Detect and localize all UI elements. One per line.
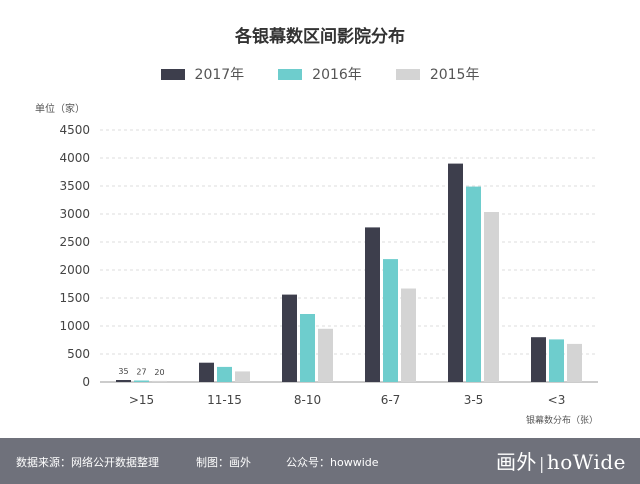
bar: [235, 371, 250, 382]
x-tick-label: 8-10: [294, 393, 321, 407]
bar: [199, 362, 214, 382]
bar: [466, 186, 481, 382]
y-axis-label: 单位（家）: [35, 102, 85, 115]
y-tick-label: 3500: [59, 179, 90, 193]
x-tick-label: 6-7: [381, 393, 401, 407]
footer-source: 数据来源：网络公开数据整理: [16, 456, 159, 469]
bar: [531, 337, 546, 382]
y-tick-label: 4000: [59, 151, 90, 165]
y-tick-label: 1000: [59, 319, 90, 333]
footer: 数据来源：网络公开数据整理 制图：画外 公众号：howwide 画外 | hoWid…: [0, 438, 640, 484]
brand-en: hoWide: [546, 450, 626, 474]
footer-author: 制图：画外: [196, 456, 251, 469]
y-tick-label: 3000: [59, 207, 90, 221]
legend-item-2016: 2016年: [278, 64, 362, 84]
x-tick-labels: >15 11-15 8-10 6-7 3-5 <3: [129, 393, 566, 407]
y-tick-label: 4500: [59, 123, 90, 137]
x-tick-label: 3-5: [464, 393, 484, 407]
legend-swatch-2015: [395, 68, 420, 80]
bars: [116, 163, 582, 382]
bar: [365, 227, 380, 382]
bar: [116, 380, 131, 382]
bar: [318, 328, 333, 382]
x-tick-label: <3: [548, 393, 566, 407]
x-tick-label: >15: [129, 393, 154, 407]
bar: [282, 294, 297, 382]
legend-label-2016: 2016年: [312, 67, 362, 83]
legend-swatch-2017: [160, 68, 185, 80]
bar: [448, 163, 463, 382]
y-tick-label: 500: [67, 347, 90, 361]
legend: 2017年 2016年 2015年: [0, 64, 640, 84]
brand-cn: 画外: [495, 450, 537, 474]
legend-label-2015: 2015年: [429, 67, 480, 83]
legend-swatch-2016: [278, 68, 303, 80]
data-labels: 35 27 20: [118, 367, 164, 377]
gridlines: [100, 129, 598, 383]
x-axis-label: 银幕数分布（张）: [526, 414, 598, 426]
y-tick-labels: 0 500 1000 1500 2000 2500 3000 3500 4000 4500: [59, 123, 90, 389]
bar: [567, 343, 582, 382]
legend-label-2017: 2017年: [194, 67, 245, 83]
chart-title: 各银幕数区间影院分布: [235, 27, 405, 47]
y-tick-label: 2000: [59, 263, 90, 277]
data-label: 20: [154, 368, 164, 377]
bar: [401, 288, 416, 382]
bar: [152, 380, 167, 382]
brand-logo: 画外 | hoWide: [495, 450, 626, 474]
y-tick-label: 2500: [59, 235, 90, 249]
bar: [134, 380, 149, 382]
bar: [383, 259, 398, 382]
x-tick-label: 11-15: [207, 393, 242, 407]
bar: [549, 339, 564, 382]
data-label: 27: [136, 368, 146, 377]
y-tick-label: 1500: [59, 291, 90, 305]
legend-item-2015: 2015年: [395, 64, 480, 84]
bar: [217, 366, 232, 382]
y-tick-label: 0: [82, 375, 90, 389]
data-label: 35: [118, 367, 128, 376]
bar: [300, 314, 315, 382]
footer-account: 公众号：howwide: [286, 456, 379, 469]
bar-chart: 单位（家） 银幕数分布（张） 0 500 1000 1500 2000 2500 3000 3…: [35, 102, 598, 426]
legend-item-2017: 2017年: [160, 64, 245, 84]
bar: [484, 212, 499, 382]
